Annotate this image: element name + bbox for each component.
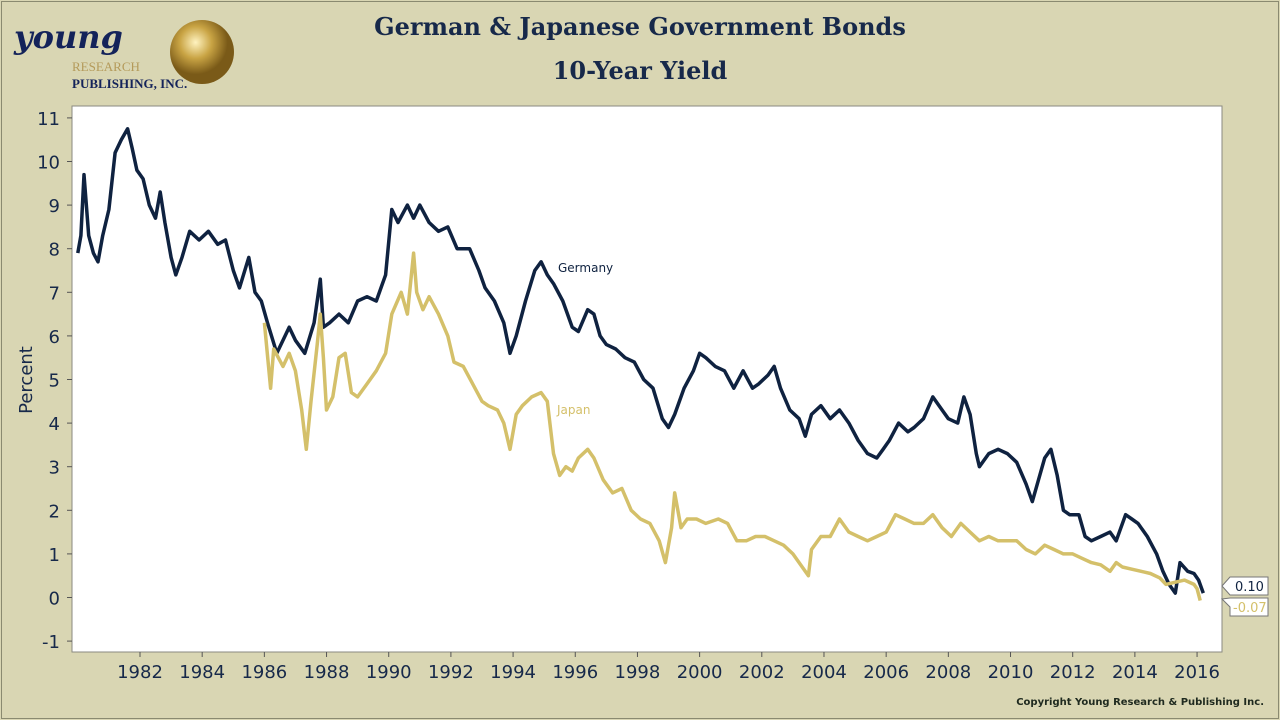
y-tick-label: 10 [37, 153, 60, 174]
series-label-germany: Germany [558, 261, 613, 275]
series-line-germany [76, 127, 1205, 595]
x-tick-label: 1998 [615, 662, 661, 683]
x-tick-label: 1988 [304, 662, 350, 683]
y-tick-label: 4 [49, 414, 60, 435]
end-label-germany: 0.10 [1221, 576, 1269, 596]
chart-title: German & Japanese Government Bonds [374, 12, 906, 41]
y-tick-label: 0 [49, 589, 60, 610]
logo-publishing-text: PUBLISHING, INC. [72, 76, 187, 91]
y-tick-label: 11 [37, 109, 60, 130]
x-tick-label: 2014 [1112, 662, 1158, 683]
y-tick-label: 3 [49, 458, 60, 479]
y-axis-label: Percent [16, 346, 37, 414]
y-tick-label: -1 [42, 632, 60, 653]
logo-young-text: young [13, 18, 123, 56]
x-tick-label: 1992 [428, 662, 474, 683]
plot-area [71, 105, 1223, 653]
x-tick-label: 1994 [490, 662, 536, 683]
x-tick-label: 2016 [1174, 662, 1220, 683]
x-tick-label: 2000 [677, 662, 723, 683]
svg-text:-0.07: -0.07 [1233, 601, 1267, 616]
series-label-japan: Japan [556, 403, 590, 417]
x-tick-label: 1986 [241, 662, 287, 683]
x-tick-label: 2006 [863, 662, 909, 683]
young-research-logo: young RESEARCH PUBLISHING, INC. [10, 14, 240, 98]
x-tick-label: 2008 [925, 662, 971, 683]
globe-icon [170, 20, 234, 84]
logo-research-text: RESEARCH [72, 59, 140, 74]
x-tick-label: 2002 [739, 662, 785, 683]
chart-subtitle: 10-Year Yield [552, 56, 728, 85]
y-tick-label: 9 [49, 196, 60, 217]
x-tick-label: 1990 [366, 662, 412, 683]
end-label-japan: -0.07 [1220, 597, 1269, 617]
x-tick-label: 2004 [801, 662, 847, 683]
y-tick-label: 6 [49, 327, 60, 348]
y-tick-label: 1 [49, 545, 60, 566]
y-tick-label: 2 [49, 501, 60, 522]
copyright-text: Copyright Young Research & Publishing In… [1016, 697, 1264, 708]
y-tick-label: 8 [49, 240, 60, 261]
x-tick-label: 2010 [988, 662, 1034, 683]
x-tick-label: 1984 [179, 662, 225, 683]
y-tick-label: 5 [49, 371, 60, 392]
x-tick-label: 1982 [117, 662, 163, 683]
svg-text:0.10: 0.10 [1235, 580, 1264, 595]
x-tick-label: 1996 [552, 662, 598, 683]
x-tick-label: 2012 [1050, 662, 1096, 683]
series-line-japan [262, 251, 1202, 602]
y-tick-label: 7 [49, 283, 60, 304]
